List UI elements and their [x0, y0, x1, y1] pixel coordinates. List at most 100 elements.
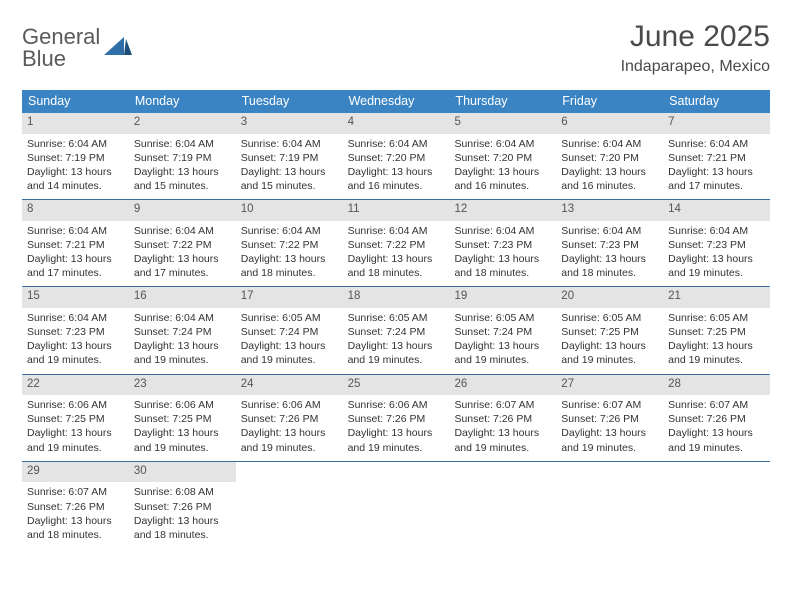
sunset-text: Sunset: 7:26 PM	[27, 500, 124, 514]
day-cell: 8Sunrise: 6:04 AMSunset: 7:21 PMDaylight…	[22, 200, 129, 286]
daylight-text: Daylight: 13 hours	[668, 252, 765, 266]
daylight-text: and 19 minutes.	[27, 441, 124, 455]
daylight-text: and 19 minutes.	[561, 353, 658, 367]
day-cell: 4Sunrise: 6:04 AMSunset: 7:20 PMDaylight…	[343, 113, 450, 199]
day-number: 30	[129, 462, 236, 483]
daylight-text: and 17 minutes.	[27, 266, 124, 280]
sunrise-text: Sunrise: 6:04 AM	[454, 137, 551, 151]
daylight-text: and 18 minutes.	[454, 266, 551, 280]
day-number: 10	[236, 200, 343, 221]
day-number: 21	[663, 287, 770, 308]
sunset-text: Sunset: 7:26 PM	[668, 412, 765, 426]
day-number: 24	[236, 375, 343, 396]
brand-logo: General Blue	[22, 26, 132, 70]
sunrise-text: Sunrise: 6:04 AM	[561, 224, 658, 238]
daylight-text: and 18 minutes.	[134, 528, 231, 542]
daylight-text: Daylight: 13 hours	[27, 339, 124, 353]
daylight-text: Daylight: 13 hours	[454, 339, 551, 353]
daylight-text: and 18 minutes.	[27, 528, 124, 542]
empty-cell	[236, 462, 343, 548]
day-cell: 6Sunrise: 6:04 AMSunset: 7:20 PMDaylight…	[556, 113, 663, 199]
daylight-text: and 18 minutes.	[348, 266, 445, 280]
daylight-text: and 18 minutes.	[561, 266, 658, 280]
daylight-text: Daylight: 13 hours	[348, 252, 445, 266]
day-number: 8	[22, 200, 129, 221]
day-number: 9	[129, 200, 236, 221]
sunrise-text: Sunrise: 6:04 AM	[668, 137, 765, 151]
daylight-text: and 16 minutes.	[348, 179, 445, 193]
sunset-text: Sunset: 7:22 PM	[348, 238, 445, 252]
daylight-text: and 19 minutes.	[134, 353, 231, 367]
day-cell: 19Sunrise: 6:05 AMSunset: 7:24 PMDayligh…	[449, 287, 556, 373]
day-number: 14	[663, 200, 770, 221]
week-row: 1Sunrise: 6:04 AMSunset: 7:19 PMDaylight…	[22, 113, 770, 200]
sunset-text: Sunset: 7:25 PM	[668, 325, 765, 339]
daylight-text: Daylight: 13 hours	[27, 514, 124, 528]
daylight-text: Daylight: 13 hours	[668, 426, 765, 440]
daylight-text: Daylight: 13 hours	[454, 165, 551, 179]
sunset-text: Sunset: 7:19 PM	[27, 151, 124, 165]
daylight-text: and 14 minutes.	[27, 179, 124, 193]
sunrise-text: Sunrise: 6:04 AM	[134, 224, 231, 238]
day-cell: 14Sunrise: 6:04 AMSunset: 7:23 PMDayligh…	[663, 200, 770, 286]
sunset-text: Sunset: 7:26 PM	[241, 412, 338, 426]
daylight-text: Daylight: 13 hours	[134, 165, 231, 179]
empty-cell	[556, 462, 663, 548]
week-row: 22Sunrise: 6:06 AMSunset: 7:25 PMDayligh…	[22, 375, 770, 462]
sunrise-text: Sunrise: 6:04 AM	[561, 137, 658, 151]
day-cell: 3Sunrise: 6:04 AMSunset: 7:19 PMDaylight…	[236, 113, 343, 199]
daylight-text: Daylight: 13 hours	[241, 339, 338, 353]
sunrise-text: Sunrise: 6:04 AM	[241, 224, 338, 238]
sunset-text: Sunset: 7:20 PM	[348, 151, 445, 165]
day-number: 7	[663, 113, 770, 134]
day-number: 19	[449, 287, 556, 308]
sunset-text: Sunset: 7:26 PM	[454, 412, 551, 426]
sunrise-text: Sunrise: 6:04 AM	[668, 224, 765, 238]
empty-cell	[663, 462, 770, 548]
sunset-text: Sunset: 7:23 PM	[454, 238, 551, 252]
daylight-text: and 19 minutes.	[241, 441, 338, 455]
empty-cell	[343, 462, 450, 548]
sunrise-text: Sunrise: 6:05 AM	[241, 311, 338, 325]
sunset-text: Sunset: 7:20 PM	[454, 151, 551, 165]
day-cell: 12Sunrise: 6:04 AMSunset: 7:23 PMDayligh…	[449, 200, 556, 286]
daylight-text: Daylight: 13 hours	[348, 426, 445, 440]
day-number: 16	[129, 287, 236, 308]
daylight-text: and 17 minutes.	[668, 179, 765, 193]
daylight-text: Daylight: 13 hours	[454, 252, 551, 266]
daylight-text: Daylight: 13 hours	[27, 426, 124, 440]
day-number: 25	[343, 375, 450, 396]
day-cell: 21Sunrise: 6:05 AMSunset: 7:25 PMDayligh…	[663, 287, 770, 373]
daylight-text: Daylight: 13 hours	[27, 252, 124, 266]
day-number: 18	[343, 287, 450, 308]
brand-word2: Blue	[22, 46, 66, 71]
daylight-text: Daylight: 13 hours	[348, 165, 445, 179]
sunrise-text: Sunrise: 6:05 AM	[561, 311, 658, 325]
sunrise-text: Sunrise: 6:04 AM	[134, 311, 231, 325]
daylight-text: Daylight: 13 hours	[134, 252, 231, 266]
week-row: 29Sunrise: 6:07 AMSunset: 7:26 PMDayligh…	[22, 462, 770, 548]
day-cell: 9Sunrise: 6:04 AMSunset: 7:22 PMDaylight…	[129, 200, 236, 286]
day-number: 17	[236, 287, 343, 308]
day-cell: 23Sunrise: 6:06 AMSunset: 7:25 PMDayligh…	[129, 375, 236, 461]
day-number: 13	[556, 200, 663, 221]
day-cell: 28Sunrise: 6:07 AMSunset: 7:26 PMDayligh…	[663, 375, 770, 461]
daylight-text: and 19 minutes.	[348, 353, 445, 367]
sunset-text: Sunset: 7:19 PM	[134, 151, 231, 165]
sunrise-text: Sunrise: 6:07 AM	[561, 398, 658, 412]
daylight-text: and 19 minutes.	[454, 353, 551, 367]
sunset-text: Sunset: 7:24 PM	[454, 325, 551, 339]
weekday-header: Thursday	[449, 90, 556, 113]
sunset-text: Sunset: 7:26 PM	[134, 500, 231, 514]
sunrise-text: Sunrise: 6:06 AM	[134, 398, 231, 412]
daylight-text: and 19 minutes.	[134, 441, 231, 455]
day-number: 6	[556, 113, 663, 134]
daylight-text: Daylight: 13 hours	[454, 426, 551, 440]
daylight-text: Daylight: 13 hours	[348, 339, 445, 353]
sunrise-text: Sunrise: 6:05 AM	[348, 311, 445, 325]
day-number: 20	[556, 287, 663, 308]
day-number: 3	[236, 113, 343, 134]
daylight-text: and 16 minutes.	[561, 179, 658, 193]
daylight-text: and 15 minutes.	[134, 179, 231, 193]
weeks-container: 1Sunrise: 6:04 AMSunset: 7:19 PMDaylight…	[22, 113, 770, 548]
